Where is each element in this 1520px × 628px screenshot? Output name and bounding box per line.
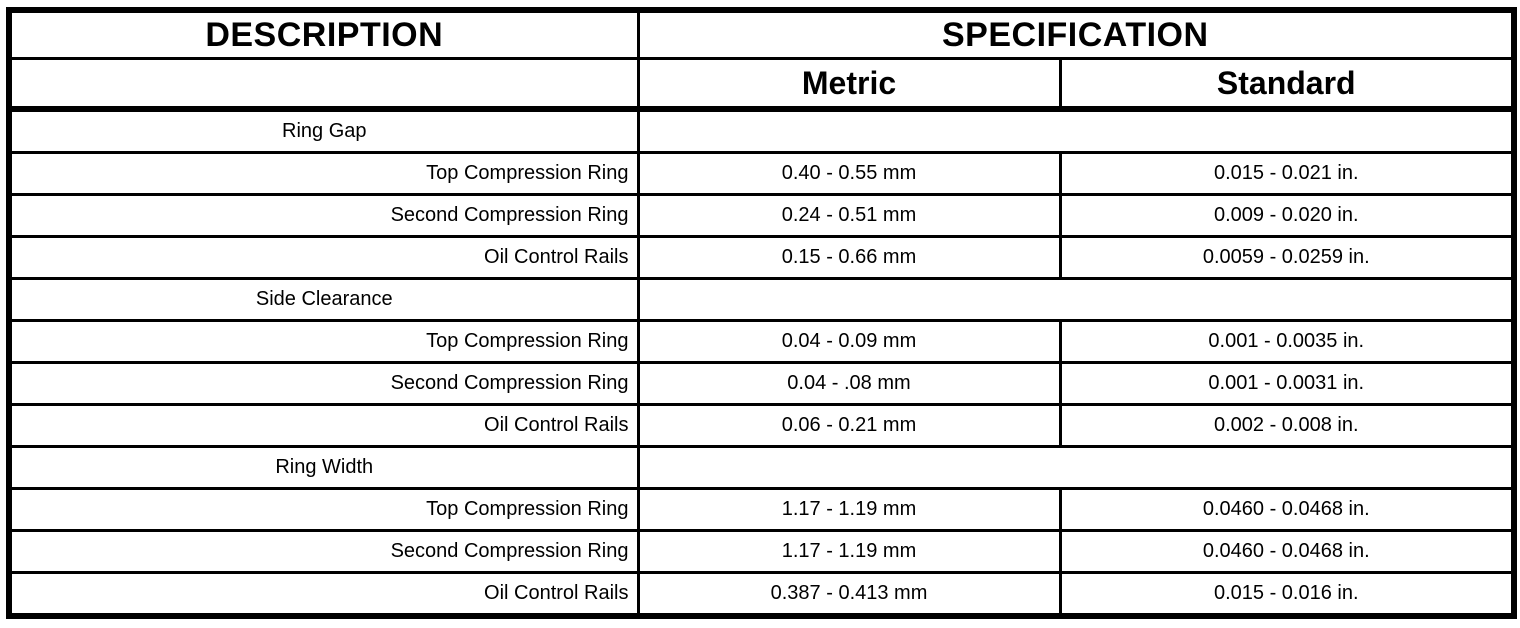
standard-value: 0.001 - 0.0035 in. bbox=[1058, 319, 1516, 364]
header-standard: Standard bbox=[1058, 57, 1516, 112]
table-row: Second Compression Ring 1.17 - 1.19 mm 0… bbox=[7, 529, 1516, 574]
table-row: Oil Control Rails 0.06 - 0.21 mm 0.002 -… bbox=[7, 403, 1516, 448]
row-label: Top Compression Ring bbox=[7, 319, 640, 364]
standard-value: 0.001 - 0.0031 in. bbox=[1058, 361, 1516, 406]
row-label: Second Compression Ring bbox=[7, 361, 640, 406]
row-label: Oil Control Rails bbox=[7, 235, 640, 280]
table-subheader-row: Metric Standard bbox=[7, 57, 1516, 112]
metric-value: 0.387 - 0.413 mm bbox=[636, 571, 1062, 618]
header-metric: Metric bbox=[636, 57, 1062, 112]
table-row: Top Compression Ring 0.04 - 0.09 mm 0.00… bbox=[7, 319, 1516, 364]
section-row-side-clearance: Side Clearance bbox=[7, 277, 1516, 322]
row-label: Oil Control Rails bbox=[7, 571, 640, 618]
table-row: Oil Control Rails 0.15 - 0.66 mm 0.0059 … bbox=[7, 235, 1516, 280]
header-description: DESCRIPTION bbox=[7, 8, 640, 60]
section-row-ring-width: Ring Width bbox=[7, 445, 1516, 490]
standard-value: 0.009 - 0.020 in. bbox=[1058, 193, 1516, 238]
table-row: Second Compression Ring 0.24 - 0.51 mm 0… bbox=[7, 193, 1516, 238]
section-empty-cell bbox=[636, 107, 1516, 154]
metric-value: 1.17 - 1.19 mm bbox=[636, 529, 1062, 574]
standard-value: 0.015 - 0.021 in. bbox=[1058, 151, 1516, 196]
row-label: Second Compression Ring bbox=[7, 529, 640, 574]
section-title: Side Clearance bbox=[7, 277, 640, 322]
spec-table: DESCRIPTION SPECIFICATION Metric Standar… bbox=[6, 7, 1518, 619]
standard-value: 0.015 - 0.016 in. bbox=[1058, 571, 1516, 618]
section-title: Ring Gap bbox=[7, 107, 640, 154]
table-row: Top Compression Ring 0.40 - 0.55 mm 0.01… bbox=[7, 151, 1516, 196]
section-empty-cell bbox=[636, 277, 1516, 322]
row-label: Top Compression Ring bbox=[7, 151, 640, 196]
standard-value: 0.0059 - 0.0259 in. bbox=[1058, 235, 1516, 280]
section-empty-cell bbox=[636, 445, 1516, 490]
standard-value: 0.0460 - 0.0468 in. bbox=[1058, 529, 1516, 574]
metric-value: 0.04 - 0.09 mm bbox=[636, 319, 1062, 364]
standard-value: 0.0460 - 0.0468 in. bbox=[1058, 487, 1516, 532]
section-row-ring-gap: Ring Gap bbox=[7, 107, 1516, 154]
metric-value: 0.40 - 0.55 mm bbox=[636, 151, 1062, 196]
row-label: Oil Control Rails bbox=[7, 403, 640, 448]
table-header-row: DESCRIPTION SPECIFICATION bbox=[7, 8, 1516, 60]
table-row: Top Compression Ring 1.17 - 1.19 mm 0.04… bbox=[7, 487, 1516, 532]
table-row: Second Compression Ring 0.04 - .08 mm 0.… bbox=[7, 361, 1516, 406]
metric-value: 0.15 - 0.66 mm bbox=[636, 235, 1062, 280]
header-specification: SPECIFICATION bbox=[636, 8, 1516, 60]
row-label: Top Compression Ring bbox=[7, 487, 640, 532]
subheader-empty-cell bbox=[7, 57, 640, 112]
metric-value: 0.06 - 0.21 mm bbox=[636, 403, 1062, 448]
metric-value: 0.04 - .08 mm bbox=[636, 361, 1062, 406]
metric-value: 0.24 - 0.51 mm bbox=[636, 193, 1062, 238]
standard-value: 0.002 - 0.008 in. bbox=[1058, 403, 1516, 448]
table-row: Oil Control Rails 0.387 - 0.413 mm 0.015… bbox=[7, 571, 1516, 618]
metric-value: 1.17 - 1.19 mm bbox=[636, 487, 1062, 532]
section-title: Ring Width bbox=[7, 445, 640, 490]
row-label: Second Compression Ring bbox=[7, 193, 640, 238]
